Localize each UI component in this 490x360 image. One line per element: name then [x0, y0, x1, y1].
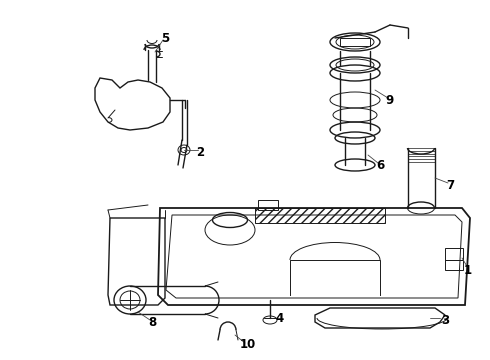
Text: 7: 7 — [446, 179, 454, 192]
Text: 4: 4 — [276, 311, 284, 324]
Bar — [445, 248, 463, 260]
Text: 9: 9 — [386, 94, 394, 107]
Text: 3: 3 — [441, 314, 449, 327]
Text: 2: 2 — [196, 145, 204, 158]
Text: 10: 10 — [240, 338, 256, 351]
Text: 5: 5 — [161, 32, 169, 45]
Text: 1: 1 — [464, 264, 472, 276]
Bar — [340, 38, 370, 46]
Text: 6: 6 — [376, 158, 384, 171]
Text: 8: 8 — [148, 315, 156, 328]
Bar — [445, 260, 463, 270]
Bar — [258, 200, 278, 210]
